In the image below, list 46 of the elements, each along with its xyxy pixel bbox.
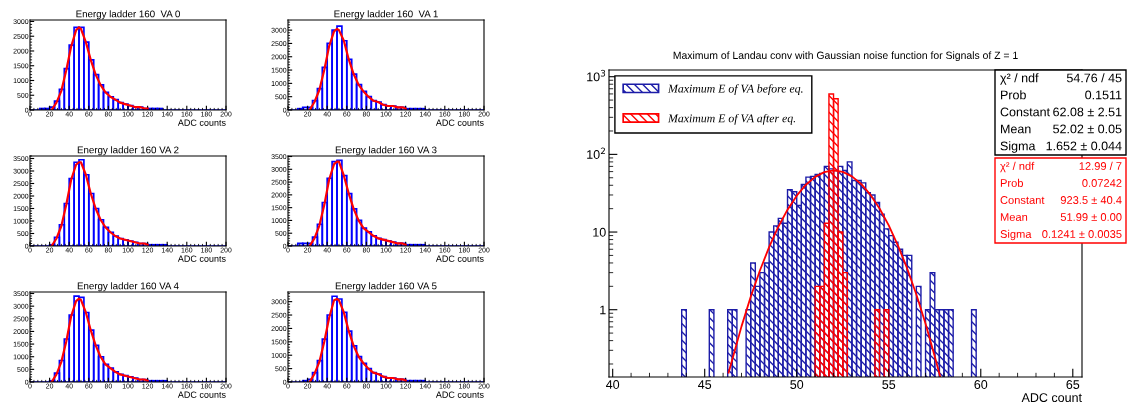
- y-tick-label: 10$^{3}$: [587, 69, 606, 82]
- annotation: 51.99 ± 0.00: [1060, 213, 1122, 221]
- chart-title: Energy ladder 160 VA 5: [335, 282, 437, 292]
- x-axis-title: ADC counts: [435, 391, 484, 398]
- annotation: 54.76 / 45: [1066, 73, 1122, 83]
- chart-title: Energy ladder 160 VA 4: [77, 282, 179, 292]
- x-axis-title: ADC counts: [435, 119, 484, 126]
- x-axis-title: ADC counts: [177, 391, 226, 398]
- annotation: Sigma: [1000, 229, 1032, 241]
- chart-title: Energy ladder 160 VA 3: [335, 146, 437, 156]
- chart-title: Maximum of Landau conv with Gaussian noise function for Signals of Z = 1: [673, 51, 1018, 62]
- y-tick-label: 10: [593, 227, 606, 237]
- x-axis-title: ADC counts: [435, 255, 484, 262]
- x-axis-title: ADC counts: [177, 255, 226, 262]
- y-tick-label: 1: [600, 305, 606, 315]
- annotation: 1.652 ± 0.044: [1046, 141, 1122, 151]
- legend-label: Maximum E of VA before eq.: [667, 84, 803, 95]
- annotation: 0.1241 ± 0.0035: [1042, 230, 1122, 238]
- x-axis-title: ADC count: [1021, 393, 1082, 402]
- annotation: 62.08 ± 2.51: [1053, 107, 1122, 117]
- legend-label: Maximum E of VA after eq.: [667, 113, 796, 125]
- x-axis-title: ADC counts: [177, 119, 226, 126]
- annotation: 923.5 ± 40.4: [1060, 196, 1122, 204]
- x-tick-label: 40: [606, 380, 620, 389]
- annotation: Constant: [1000, 196, 1045, 204]
- text: 0.07242: [1082, 179, 1122, 187]
- annotation: Sigma: [1000, 141, 1036, 153]
- x-tick-label: 55: [882, 380, 896, 389]
- x-tick-label: 65: [1066, 380, 1080, 389]
- chart-title: Energy ladder 160 VA 2: [77, 146, 179, 156]
- annotation: Constant: [1000, 107, 1050, 117]
- text: 0.1511: [1085, 90, 1122, 100]
- annotation: Prob: [1000, 178, 1023, 187]
- chart-title: Energy ladder 160 VA 1: [334, 10, 438, 20]
- chart-title: Energy ladder 160 VA 0: [76, 10, 180, 20]
- x-tick-label: 50: [790, 380, 804, 389]
- annotation: 12.99 / 7: [1079, 161, 1122, 170]
- annotation: Mean: [1000, 213, 1028, 221]
- annotation: χ² / ndf: [1000, 73, 1039, 85]
- annotation: χ² / ndf: [1000, 161, 1035, 173]
- x-tick-label: 60: [974, 380, 988, 389]
- annotation: Mean: [1001, 124, 1031, 134]
- annotation: 52.02 ± 0.05: [1053, 124, 1122, 134]
- x-tick-label: 45: [698, 380, 712, 389]
- annotation: Prob: [1001, 90, 1026, 100]
- y-tick-label: 10$^{2}$: [587, 147, 605, 159]
